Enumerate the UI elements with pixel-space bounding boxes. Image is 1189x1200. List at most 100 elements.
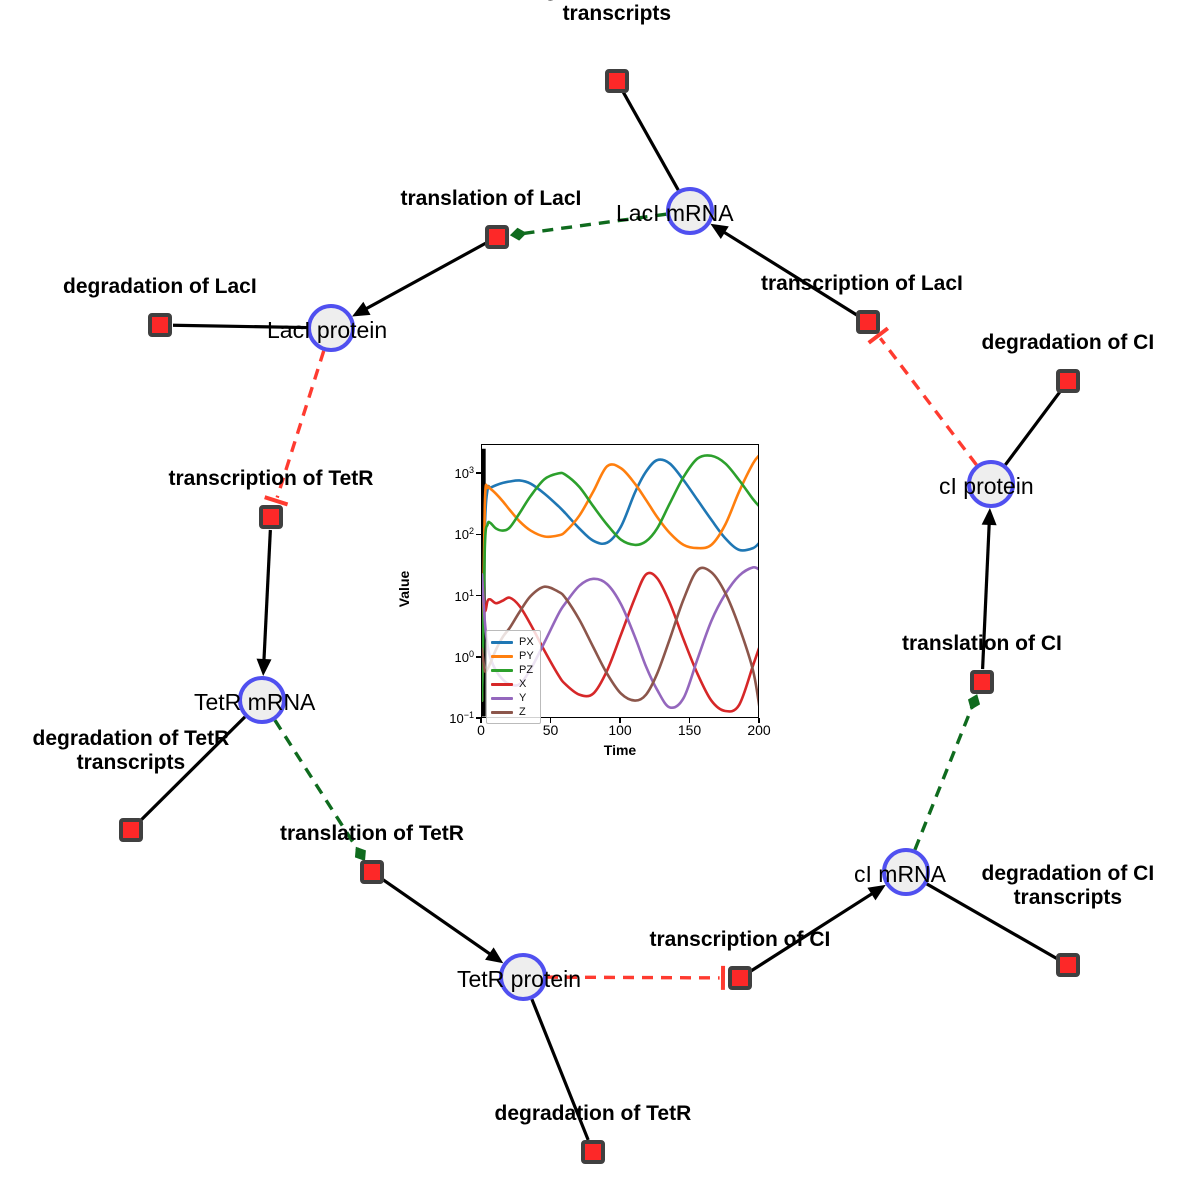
edge-translation_ci-to-ci_protein-reactant_product [980, 507, 997, 670]
arrowhead-diamond [967, 694, 981, 710]
arrowhead-triangle [485, 947, 504, 964]
edge-tetr_protein-to-transcription_ci-inhibition [546, 965, 726, 990]
legend-swatch-PY [491, 654, 513, 658]
edge-laci_mrna-to-deg_laci_transcripts-reactant_product [621, 91, 680, 191]
reaction-node-deg_tetr[interactable] [581, 1140, 605, 1164]
arrowhead-triangle [981, 507, 997, 526]
edge-translation_laci-to-laci_protein-reactant_product [352, 241, 487, 317]
reaction-label-deg_ci: degradation of CI [981, 331, 1155, 354]
chart-series-PX [482, 458, 758, 702]
species-node-tetr_protein[interactable] [499, 953, 547, 1001]
species-node-tetr_mrna[interactable] [238, 676, 286, 724]
edge-ci_mrna-to-translation_ci-catalysis [913, 694, 981, 851]
chart-y-tickmark-2 [476, 594, 481, 597]
species-node-laci_protein[interactable] [307, 304, 355, 352]
species-label-laci_protein: LacI protein [267, 317, 388, 343]
reaction-node-transcription_laci[interactable] [856, 310, 880, 334]
chart-x-tickmark-2 [619, 718, 621, 723]
chart-series-PY [482, 454, 758, 702]
edge-ci_protein-to-deg_ci-reactant_product [1004, 390, 1062, 466]
reaction-label-transcription_tetr: transcription of TetR [168, 467, 374, 490]
reaction-node-deg_laci[interactable] [148, 313, 172, 337]
species-label-ci_protein: cI protein [939, 473, 1034, 499]
species-node-ci_mrna[interactable] [882, 848, 930, 896]
reaction-label-deg_tetr_transcripts: degradation of TetR transcripts [32, 727, 230, 774]
reaction-label-transcription_ci: transcription of CI [649, 928, 831, 951]
edge-tetr_mrna-to-deg_tetr_transcripts-reactant_product [139, 715, 247, 822]
reaction-node-translation_ci[interactable] [970, 670, 994, 694]
edge-transcription_tetr-to-tetr_mrna-reactant_product [256, 529, 272, 677]
arrowhead-tee [867, 326, 890, 345]
legend-item-PX: PX [491, 635, 534, 649]
edge-laci_protein-to-transcription_tetr-inhibition [264, 350, 326, 507]
reaction-label-deg_laci: degradation of LacI [63, 275, 257, 298]
chart-series-PZ [482, 454, 758, 702]
chart-y-axis-label: Value [396, 570, 412, 608]
arrowhead-diamond [509, 227, 527, 241]
legend-label-Z: Z [519, 706, 526, 718]
legend-item-Y: Y [491, 691, 534, 705]
reaction-node-transcription_tetr[interactable] [259, 505, 283, 529]
reaction-label-transcription_laci: transcription of LacI [761, 272, 963, 295]
chart-y-tickmark-3 [476, 533, 481, 536]
legend-label-Y: Y [519, 692, 527, 704]
arrowhead-triangle [867, 884, 886, 901]
reaction-node-translation_laci[interactable] [485, 225, 509, 249]
legend-swatch-X [491, 682, 513, 686]
species-node-laci_mrna[interactable] [666, 187, 714, 235]
chart-y-tickmark-1 [476, 656, 481, 658]
chart-x-tickmark-1 [549, 718, 552, 723]
chart-y-tick-2: 101 [454, 587, 474, 604]
reaction-node-transcription_ci[interactable] [728, 966, 752, 990]
reaction-node-translation_tetr[interactable] [360, 860, 384, 884]
edge-transcription_laci-to-laci_mrna-reactant_product [710, 223, 858, 317]
chart-x-tickmark-0 [480, 718, 482, 723]
edge-transcription_ci-to-ci_mrna-reactant_product [750, 884, 886, 973]
chart-y-tick-0: 10−1 [449, 709, 474, 727]
chart-x-tick-3: 150 [677, 722, 702, 738]
edge-ci_mrna-to-deg_ci_transcripts-reactant_product [926, 882, 1058, 960]
legend-label-PX: PX [519, 636, 534, 648]
chart-x-tick-0: 0 [477, 722, 485, 738]
chart-x-tick-4: 200 [747, 722, 771, 738]
edge-ci_protein-to-transcription_laci-inhibition [867, 326, 978, 466]
legend-label-PZ: PZ [519, 664, 534, 676]
chart-x-tick-1: 50 [542, 722, 559, 738]
chart-x-tickmark-4 [758, 718, 760, 723]
chart-y-tick-1: 100 [454, 648, 474, 665]
legend-label-PY: PY [519, 650, 534, 662]
edge-tetr_mrna-to-translation_tetr-catalysis [273, 719, 366, 862]
edge-laci_protein-to-deg_laci-reactant_product [172, 323, 308, 330]
edge-translation_tetr-to-tetr_protein-reactant_product [381, 878, 504, 964]
arrowhead-triangle [710, 223, 729, 240]
edge-tetr_protein-to-deg_tetr-reactant_product [530, 998, 590, 1141]
legend-item-PY: PY [491, 649, 534, 663]
legend-item-Z: Z [491, 705, 534, 719]
timecourse-inset-chart: Value 10−1 100 101 102 103 0 50 100 150 200 Time… [396, 434, 771, 759]
reaction-node-deg_tetr_transcripts[interactable] [119, 818, 143, 842]
legend-label-X: X [519, 678, 527, 690]
legend-swatch-Z [491, 710, 513, 714]
chart-legend: PX PY PZ X Y Z [486, 630, 541, 724]
species-node-ci_protein[interactable] [967, 460, 1015, 508]
chart-x-tickmark-3 [688, 718, 691, 723]
chart-y-tick-3: 102 [454, 526, 474, 543]
species-label-tetr_protein: TetR protein [457, 966, 582, 992]
chart-y-tick-4: 103 [454, 465, 474, 482]
legend-swatch-PZ [491, 668, 513, 672]
species-label-ci_mrna: cI mRNA [854, 861, 946, 887]
species-label-tetr_mrna: TetR mRNA [194, 689, 316, 715]
legend-item-X: X [491, 677, 534, 691]
arrowhead-triangle [352, 301, 371, 317]
reaction-node-deg_ci[interactable] [1056, 369, 1080, 393]
edge-laci_mrna-to-translation_laci-catalysis [509, 212, 667, 241]
reaction-label-translation_ci: translation of CI [902, 632, 1062, 655]
reaction-node-deg_ci_transcripts[interactable] [1056, 953, 1080, 977]
arrowhead-triangle [256, 658, 272, 677]
reaction-node-deg_laci_transcripts[interactable] [605, 69, 629, 93]
arrowhead-tee [264, 495, 289, 507]
reaction-label-deg_ci_transcripts: degradation of CI transcripts [981, 862, 1155, 909]
reaction-label-deg_laci_transcripts: degradation of LacI transcripts [520, 0, 714, 25]
